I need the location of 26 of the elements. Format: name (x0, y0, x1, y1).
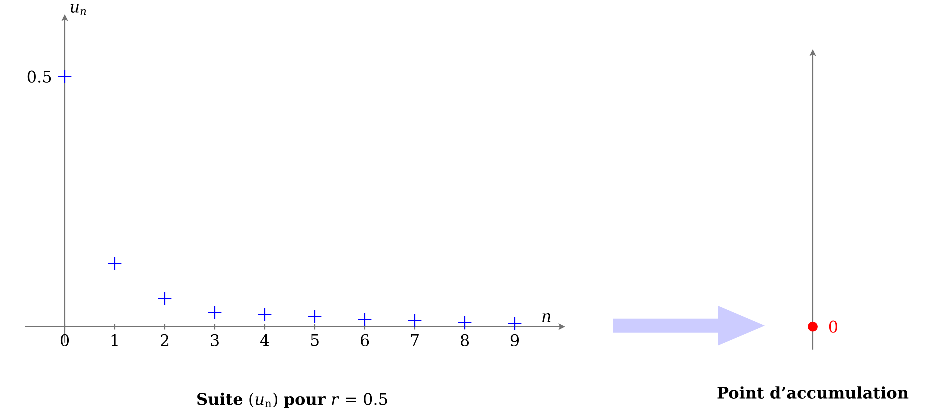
point (258, 308, 272, 322)
point (508, 316, 522, 332)
x-axis-title: n (542, 314, 551, 322)
point (408, 314, 422, 328)
point (208, 306, 222, 320)
point (108, 256, 122, 272)
point (158, 292, 172, 306)
x-tick-label: 5 (311, 334, 319, 346)
x-tick-label: 1 (112, 334, 118, 346)
x-tick-label: 7 (411, 334, 419, 346)
text: Suite (u$_{n}$) pour r = 0.5 (198, 392, 388, 408)
x-tick-label: 9 (510, 334, 520, 347)
x-tick-label: 4 (260, 334, 270, 346)
x-tick-label: 8 (460, 334, 470, 347)
point (358, 312, 372, 328)
x-tick-label: 6 (360, 334, 370, 347)
y-axis-title: u$_{n}$ (70, 4, 86, 16)
text: Point d’accumulation (718, 386, 909, 400)
point (58, 70, 72, 84)
data-label: 0 (829, 320, 838, 333)
point (458, 316, 472, 330)
x-tick-label: 3 (211, 334, 219, 347)
point (308, 310, 322, 324)
annotation: 0.5 (28, 70, 52, 83)
x-tick-label: 0 (60, 334, 70, 347)
x-tick-label: 2 (161, 334, 169, 346)
